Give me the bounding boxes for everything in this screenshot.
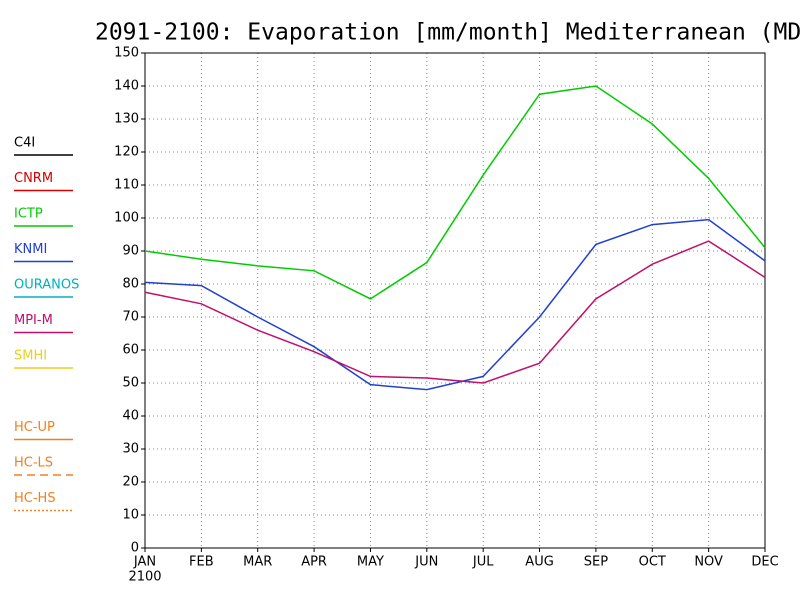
y-tick-label: 80 [122, 277, 139, 292]
legend-label: HC-UP [14, 420, 55, 435]
x-tick-label: JUN [414, 555, 438, 570]
x-tick-label: APR [301, 555, 327, 570]
legend-label: KNMI [14, 242, 47, 257]
y-tick-label: 130 [114, 112, 139, 127]
legend-label: SMHI [14, 349, 47, 364]
x-tick-label: NOV [694, 555, 723, 570]
x-tick-label: OCT [639, 555, 666, 570]
y-tick-label: 40 [122, 409, 139, 424]
y-tick-label: 120 [114, 145, 139, 160]
chart-title: 2091-2100: Evaporation [mm/month] Medite… [95, 20, 800, 46]
y-tick-label: 70 [122, 310, 139, 325]
x-tick-label: MAR [243, 555, 272, 570]
series-line [144, 240, 766, 384]
x-tick-label: AUG [525, 555, 553, 570]
y-tick-label: 90 [122, 244, 139, 259]
legend-label: ICTP [14, 207, 43, 222]
x-tick-label: JUL [472, 555, 494, 570]
x-sublabel: 2100 [128, 570, 161, 585]
series-line [144, 218, 766, 391]
legend-label: HC-HS [14, 491, 56, 506]
legend-label: C4I [14, 136, 35, 151]
legend-label: MPI-M [14, 313, 53, 328]
x-tick-label: FEB [189, 555, 214, 570]
series-line [144, 85, 766, 300]
y-tick-label: 140 [114, 79, 139, 94]
y-tick-label: 60 [122, 343, 139, 358]
legend-label: HC-LS [14, 456, 53, 471]
y-tick-label: 10 [122, 508, 139, 523]
x-tick-label: SEP [584, 555, 608, 570]
legend-label: CNRM [14, 171, 53, 186]
y-tick-label: 20 [122, 475, 139, 490]
y-tick-label: 50 [122, 376, 139, 391]
legend-label: OURANOS [14, 278, 79, 293]
y-tick-label: 30 [122, 442, 139, 457]
y-tick-label: 0 [131, 541, 139, 556]
plot-frame [144, 52, 766, 549]
y-tick-label: 110 [114, 178, 139, 193]
y-tick-label: 150 [114, 46, 139, 61]
x-tick-label: DEC [751, 555, 778, 570]
y-tick-label: 100 [114, 211, 139, 226]
x-tick-label: JAN [133, 555, 156, 570]
x-tick-label: MAY [357, 555, 384, 570]
